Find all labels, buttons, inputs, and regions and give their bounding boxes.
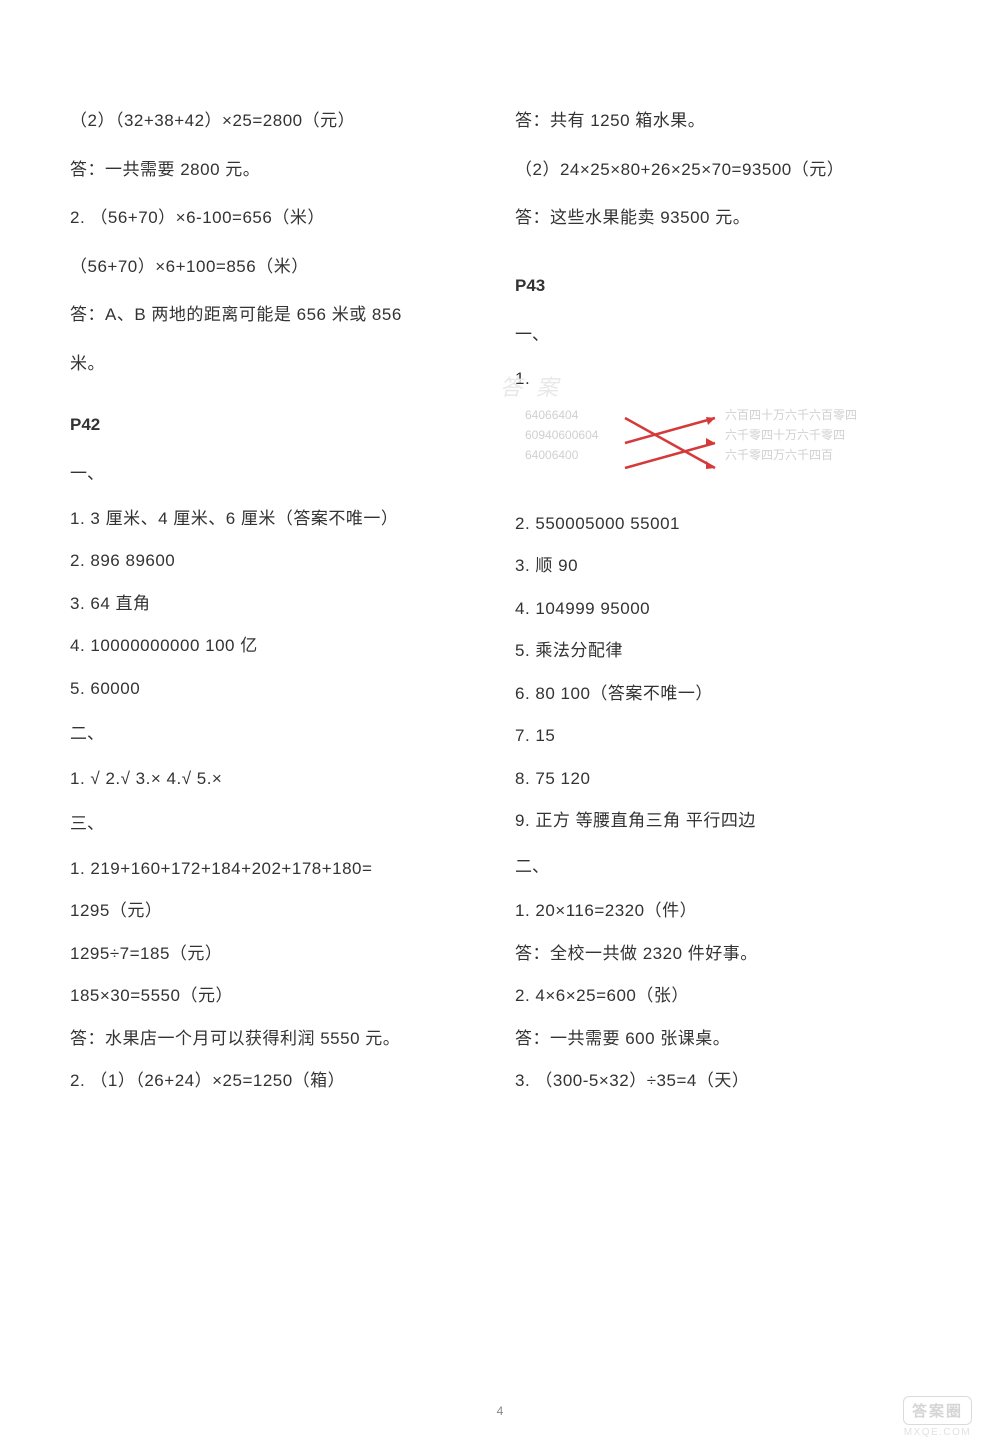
text-line: 1. √ 2.√ 3.× 4.√ 5.× <box>70 758 485 801</box>
text-line: 5. 60000 <box>70 668 485 711</box>
text-line: 2. （1）（26+24）×25=1250（箱） <box>70 1060 485 1103</box>
watermark-label: 答案圈 <box>903 1396 972 1425</box>
diagram-label: 六千零四万六千四百 <box>725 445 857 465</box>
matching-diagram: 64066404 60940600604 64006400 六百四十万六千六百零… <box>515 405 930 495</box>
section-two-r: 二、 <box>515 843 930 891</box>
text-line: 答：一共需要 2800 元。 <box>70 149 485 192</box>
diagram-label: 六千零四十万六千零四 <box>725 425 857 445</box>
text-line: 1. <box>515 358 930 401</box>
page-number: 4 <box>497 1404 504 1418</box>
cross-connect-icon <box>620 408 720 478</box>
text-line: 1295（元） <box>70 890 485 933</box>
text-line: 答：全校一共做 2320 件好事。 <box>515 933 930 976</box>
text-line: 185×30=5550（元） <box>70 975 485 1018</box>
text-line: 1. 20×116=2320（件） <box>515 890 930 933</box>
diagram-left-labels: 64066404 60940600604 64006400 <box>525 405 598 466</box>
section-one-r: 一、 <box>515 311 930 359</box>
text-line: 4. 104999 95000 <box>515 588 930 631</box>
text-line: 6. 80 100（答案不唯一） <box>515 673 930 716</box>
diagram-label: 六百四十万六千六百零四 <box>725 405 857 425</box>
text-line: 1295÷7=185（元） <box>70 933 485 976</box>
diagram-label: 64006400 <box>525 445 598 465</box>
text-line: 3. 顺 90 <box>515 545 930 588</box>
text-line: 9. 正方 等腰直角三角 平行四边 <box>515 800 930 843</box>
text-line: 答：一共需要 600 张课桌。 <box>515 1018 930 1061</box>
text-line: （2）24×25×80+26×25×70=93500（元） <box>515 149 930 192</box>
background-watermark-1: 答 案 <box>500 370 562 402</box>
text-line: 7. 15 <box>515 715 930 758</box>
right-column: 答：共有 1250 箱水果。 （2）24×25×80+26×25×70=9350… <box>515 100 930 1103</box>
page-marker-p42: P42 <box>70 399 485 450</box>
text-line: 3. 64 直角 <box>70 583 485 626</box>
text-line: 2. 4×6×25=600（张） <box>515 975 930 1018</box>
left-column: （2）（32+38+42）×25=2800（元） 答：一共需要 2800 元。 … <box>70 100 485 1103</box>
text-line: （56+70）×6+100=856（米） <box>70 246 485 289</box>
watermark-url: MXQE.COM <box>903 1427 972 1438</box>
text-line: 5. 乘法分配律 <box>515 630 930 673</box>
section-one: 一、 <box>70 450 485 498</box>
text-line: 答：水果店一个月可以获得利润 5550 元。 <box>70 1018 485 1061</box>
text-line: 答：这些水果能卖 93500 元。 <box>515 197 930 240</box>
text-line: 4. 10000000000 100 亿 <box>70 625 485 668</box>
text-line: 2. 896 89600 <box>70 540 485 583</box>
text-line: 答：共有 1250 箱水果。 <box>515 100 930 143</box>
text-line: （2）（32+38+42）×25=2800（元） <box>70 100 485 143</box>
section-two: 二、 <box>70 710 485 758</box>
text-line: 米。 <box>70 343 485 386</box>
section-three: 三、 <box>70 800 485 848</box>
text-line: 3. （300-5×32）÷35=4（天） <box>515 1060 930 1103</box>
diagram-label: 64066404 <box>525 405 598 425</box>
corner-watermark: 答案圈 MXQE.COM <box>903 1396 972 1438</box>
page-marker-p43: P43 <box>515 260 930 311</box>
text-line: 8. 75 120 <box>515 758 930 801</box>
text-line: 答：A、B 两地的距离可能是 656 米或 856 <box>70 294 485 337</box>
text-line: 2. 550005000 55001 <box>515 503 930 546</box>
diagram-right-labels: 六百四十万六千六百零四 六千零四十万六千零四 六千零四万六千四百 <box>725 405 857 466</box>
text-line: 2. （56+70）×6-100=656（米） <box>70 197 485 240</box>
page-content: （2）（32+38+42）×25=2800（元） 答：一共需要 2800 元。 … <box>0 0 1000 1163</box>
text-line: 1. 3 厘米、4 厘米、6 厘米（答案不唯一） <box>70 498 485 541</box>
text-line: 1. 219+160+172+184+202+178+180= <box>70 848 485 891</box>
diagram-label: 60940600604 <box>525 425 598 445</box>
